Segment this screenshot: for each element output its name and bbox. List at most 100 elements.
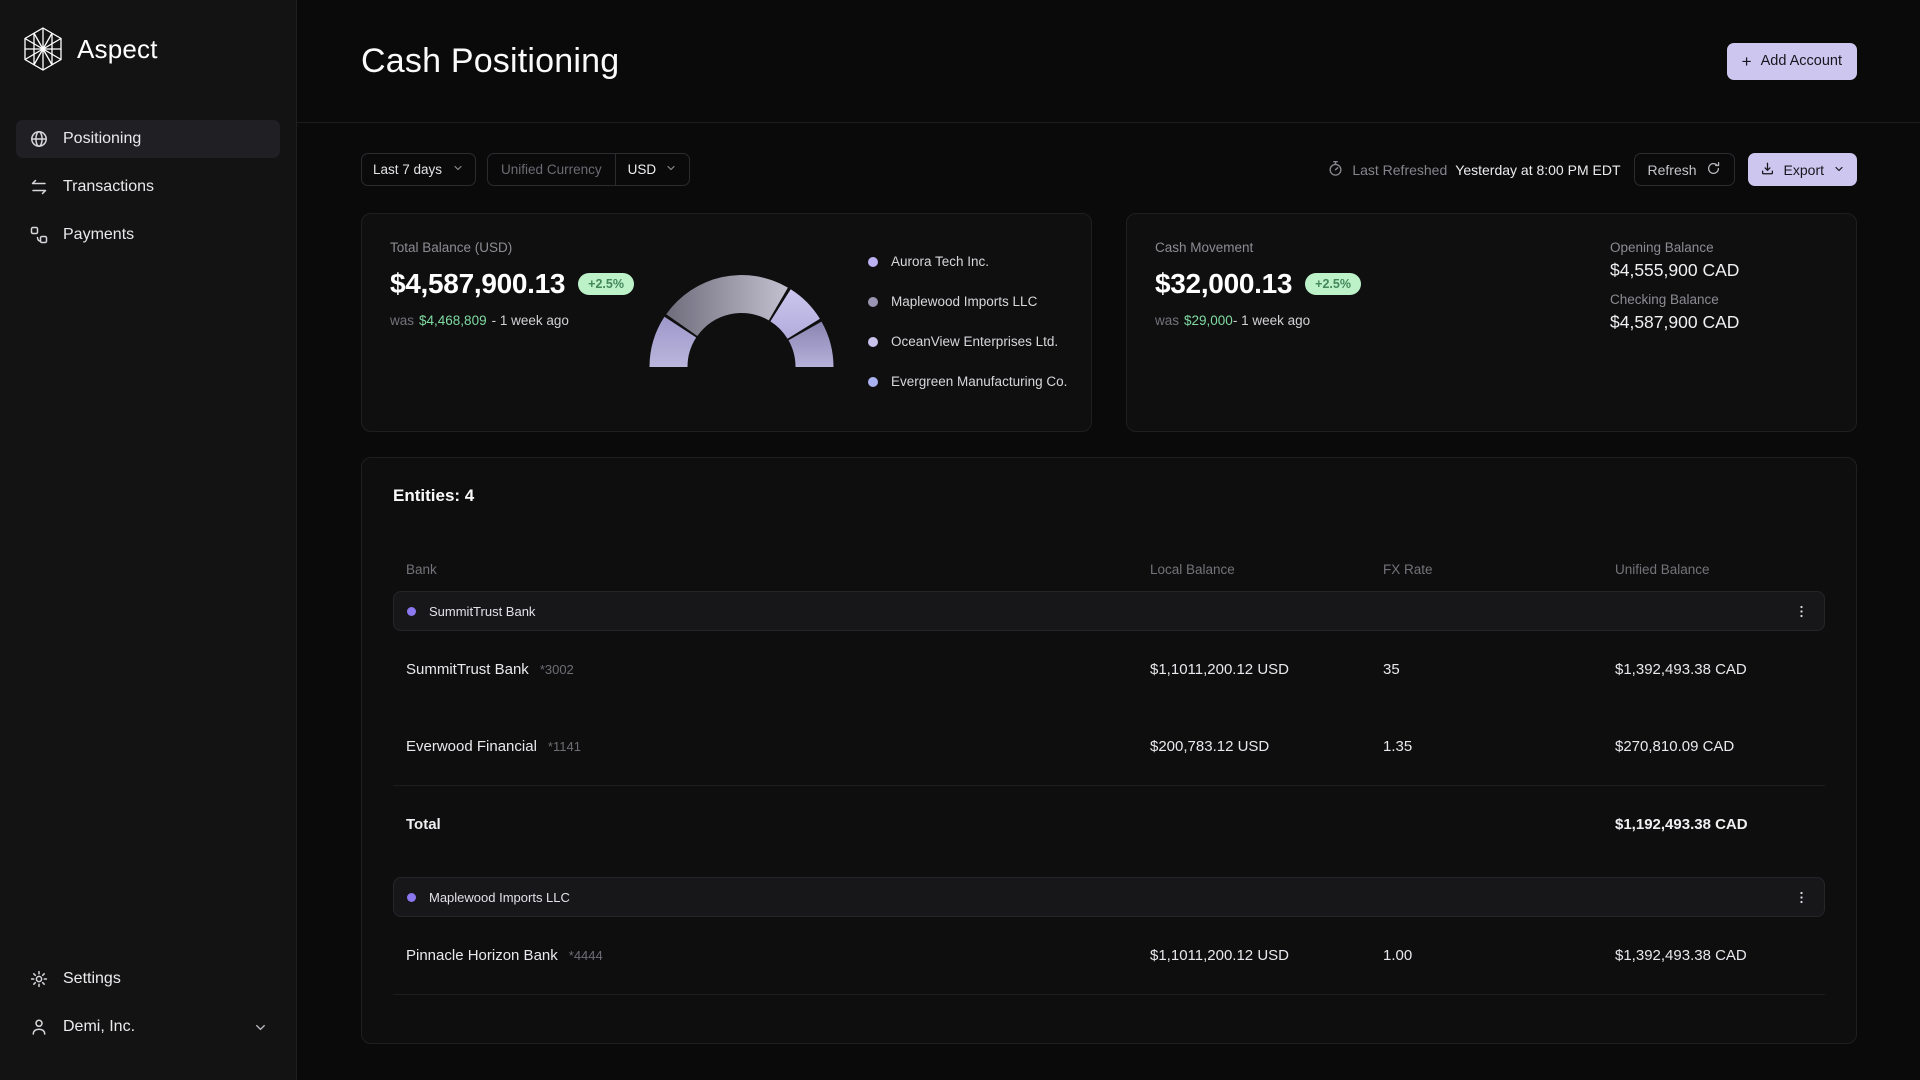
main-content: Cash Positioning + Add Account Last 7 da… <box>297 0 1920 1080</box>
entities-card: Entities: 4 Bank Local Balance FX Rate U… <box>361 457 1857 1044</box>
total-balance-change-badge: +2.5% <box>578 273 634 295</box>
kebab-menu-icon[interactable] <box>1788 598 1814 624</box>
row-divider <box>393 994 1825 995</box>
legend-dot <box>868 296 878 307</box>
legend-label: Aurora Tech Inc. <box>891 254 990 269</box>
user-icon <box>28 1016 50 1038</box>
brand-name: Aspect <box>77 33 158 64</box>
transactions-icon <box>28 176 50 198</box>
sidebar-item-settings[interactable]: Settings <box>16 960 280 998</box>
opening-balance-value: $4,555,900 CAD <box>1610 260 1740 280</box>
chevron-down-icon <box>665 162 677 177</box>
cash-movement-card: Cash Movement $32,000.13 +2.5% was $29,0… <box>1126 213 1857 432</box>
cash-movement-was: was $29,000 - 1 week ago <box>1155 313 1828 328</box>
globe-icon <box>28 128 50 150</box>
refresh-button[interactable]: Refresh <box>1633 153 1735 186</box>
entity-balance-gauge-chart <box>649 271 834 369</box>
total-balance-amount: $4,587,900.13 <box>390 268 566 299</box>
chevron-down-icon <box>253 1020 268 1035</box>
sidebar-item-positioning[interactable]: Positioning <box>16 120 280 158</box>
cash-movement-balances: Opening Balance $4,555,900 CAD Checking … <box>1610 240 1840 333</box>
was-amount: $4,468,809 <box>419 313 487 328</box>
opening-balance-label: Opening Balance <box>1610 240 1714 255</box>
local-balance-value: $1,1011,200.12 USD <box>1150 661 1289 678</box>
kebab-menu-icon[interactable] <box>1788 884 1814 910</box>
payments-icon <box>28 224 50 246</box>
entity-dot <box>407 606 416 616</box>
legend-label: Maplewood Imports LLC <box>891 294 1038 309</box>
gauge-legend: Aurora Tech Inc. Maplewood Imports LLC Oce… <box>868 254 1067 389</box>
account-number: *1141 <box>547 739 581 754</box>
sidebar-footer: Settings Demi, Inc. <box>0 960 296 1080</box>
account-number: *3002 <box>539 662 574 677</box>
aspect-cube-logo-icon <box>22 26 64 72</box>
entity-dot <box>407 892 416 902</box>
checking-balance-label: Checking Balance <box>1610 292 1719 307</box>
brand-logo: Aspect <box>0 0 296 82</box>
cash-movement-title: Cash Movement <box>1155 240 1254 255</box>
entity-group-row-maplewood-imports-llc[interactable]: Maplewood Imports LLC <box>393 877 1825 917</box>
currency-value: USD <box>627 162 657 177</box>
plus-icon: + <box>1741 51 1752 71</box>
was-suffix: - 1 week ago <box>491 313 569 328</box>
gauge-segment-aurora-tech-inc <box>649 316 697 367</box>
sidebar-item-label: Settings <box>63 970 121 987</box>
add-account-button[interactable]: + Add Account <box>1726 42 1857 80</box>
bank-name: Pinnacle Horizon Bank <box>406 947 558 964</box>
legend-dot <box>868 376 878 387</box>
legend-item-aurora-tech-inc: Aurora Tech Inc. <box>868 254 1067 269</box>
unified-balance-value: $1,392,493.38 CAD <box>1615 947 1747 964</box>
total-label: Total <box>406 816 441 833</box>
bank-row-pinnacle-horizon-bank[interactable]: Pinnacle Horizon Bank *4444 $1,1011,200.12… <box>393 917 1825 994</box>
page-title: Cash Positioning <box>361 41 620 80</box>
sidebar-item-demi-inc[interactable]: Demi, Inc. <box>16 1008 280 1046</box>
sidebar-nav: Positioning Transactions Payments <box>0 120 296 254</box>
page-header: Cash Positioning + Add Account <box>297 0 1920 123</box>
last-refreshed: Last Refreshed Yesterday at 8:00 PM EDT <box>1327 160 1621 180</box>
gear-icon <box>28 968 50 990</box>
chevron-down-icon <box>1833 162 1845 178</box>
bank-row-summittrust-bank[interactable]: SummitTrust Bank *3002 $1,1011,200.12 USD 3… <box>393 631 1825 708</box>
sidebar-item-label: Transactions <box>63 178 154 195</box>
sidebar-item-payments[interactable]: Payments <box>16 216 280 254</box>
last-refreshed-label: Last Refreshed <box>1352 161 1448 178</box>
bank-row-everwood-financial[interactable]: Everwood Financial *1141 $200,783.12 USD 1.… <box>393 708 1825 785</box>
legend-dot <box>868 336 878 347</box>
legend-dot <box>868 256 878 267</box>
refresh-label: Refresh <box>1647 161 1697 178</box>
sidebar-item-transactions[interactable]: Transactions <box>16 168 280 206</box>
entity-group-name: SummitTrust Bank <box>429 603 536 619</box>
entity-group-name: Maplewood Imports LLC <box>429 889 570 905</box>
column-local-balance: Local Balance <box>1150 562 1235 577</box>
column-unified-balance: Unified Balance <box>1615 562 1710 577</box>
entity-group-row-summittrust-bank[interactable]: SummitTrust Bank <box>393 591 1825 631</box>
was-label: was <box>390 313 415 328</box>
unified-balance-value: $270,810.09 CAD <box>1615 738 1735 755</box>
total-unified-balance: $1,192,493.38 CAD <box>1615 816 1748 833</box>
local-balance-value: $1,1011,200.12 USD <box>1150 947 1289 964</box>
fx-rate-value: 1.35 <box>1383 738 1413 755</box>
legend-label: OceanView Enterprises Ltd. <box>891 334 1059 349</box>
column-fx-rate: FX Rate <box>1383 562 1433 577</box>
total-balance-was: was $4,468,809 - 1 week ago <box>390 313 1063 328</box>
was-amount: $29,000 <box>1184 313 1233 328</box>
last-refreshed-value: Yesterday at 8:00 PM EDT <box>1455 161 1621 178</box>
legend-item-oceanview-enterprises-ltd: OceanView Enterprises Ltd. <box>868 334 1067 349</box>
account-number: *4444 <box>568 948 603 963</box>
bank-name: Everwood Financial <box>406 738 537 755</box>
sidebar-item-label: Payments <box>63 226 135 243</box>
fx-rate-value: 1.00 <box>1383 947 1413 964</box>
chevron-down-icon <box>452 162 464 177</box>
export-label: Export <box>1783 161 1824 178</box>
total-balance-title: Total Balance (USD) <box>390 240 513 255</box>
currency-select[interactable]: USD <box>616 162 690 177</box>
table-header-row: Bank Local Balance FX Rate Unified Balan… <box>393 562 1825 577</box>
export-button[interactable]: Export <box>1747 153 1857 186</box>
date-range-select[interactable]: Last 7 days <box>361 153 477 186</box>
total-balance-card: Total Balance (USD) $4,587,900.13 +2.5% … <box>361 213 1092 432</box>
fx-rate-value: 35 <box>1383 661 1400 678</box>
was-suffix: - 1 week ago <box>1232 313 1311 328</box>
currency-combo[interactable]: Unified Currency USD <box>487 153 691 186</box>
group-total-row-summittrust-bank: Total $1,192,493.38 CAD <box>393 786 1825 863</box>
